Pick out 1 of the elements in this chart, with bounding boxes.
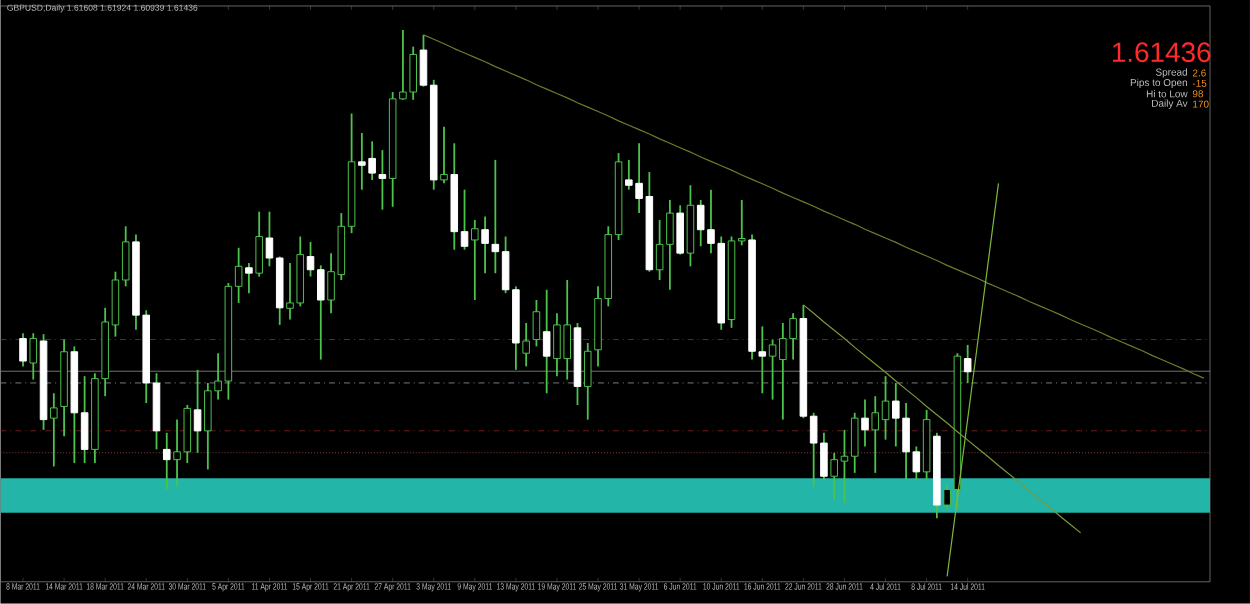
annotation: 1.61436: [1112, 42, 1211, 63]
